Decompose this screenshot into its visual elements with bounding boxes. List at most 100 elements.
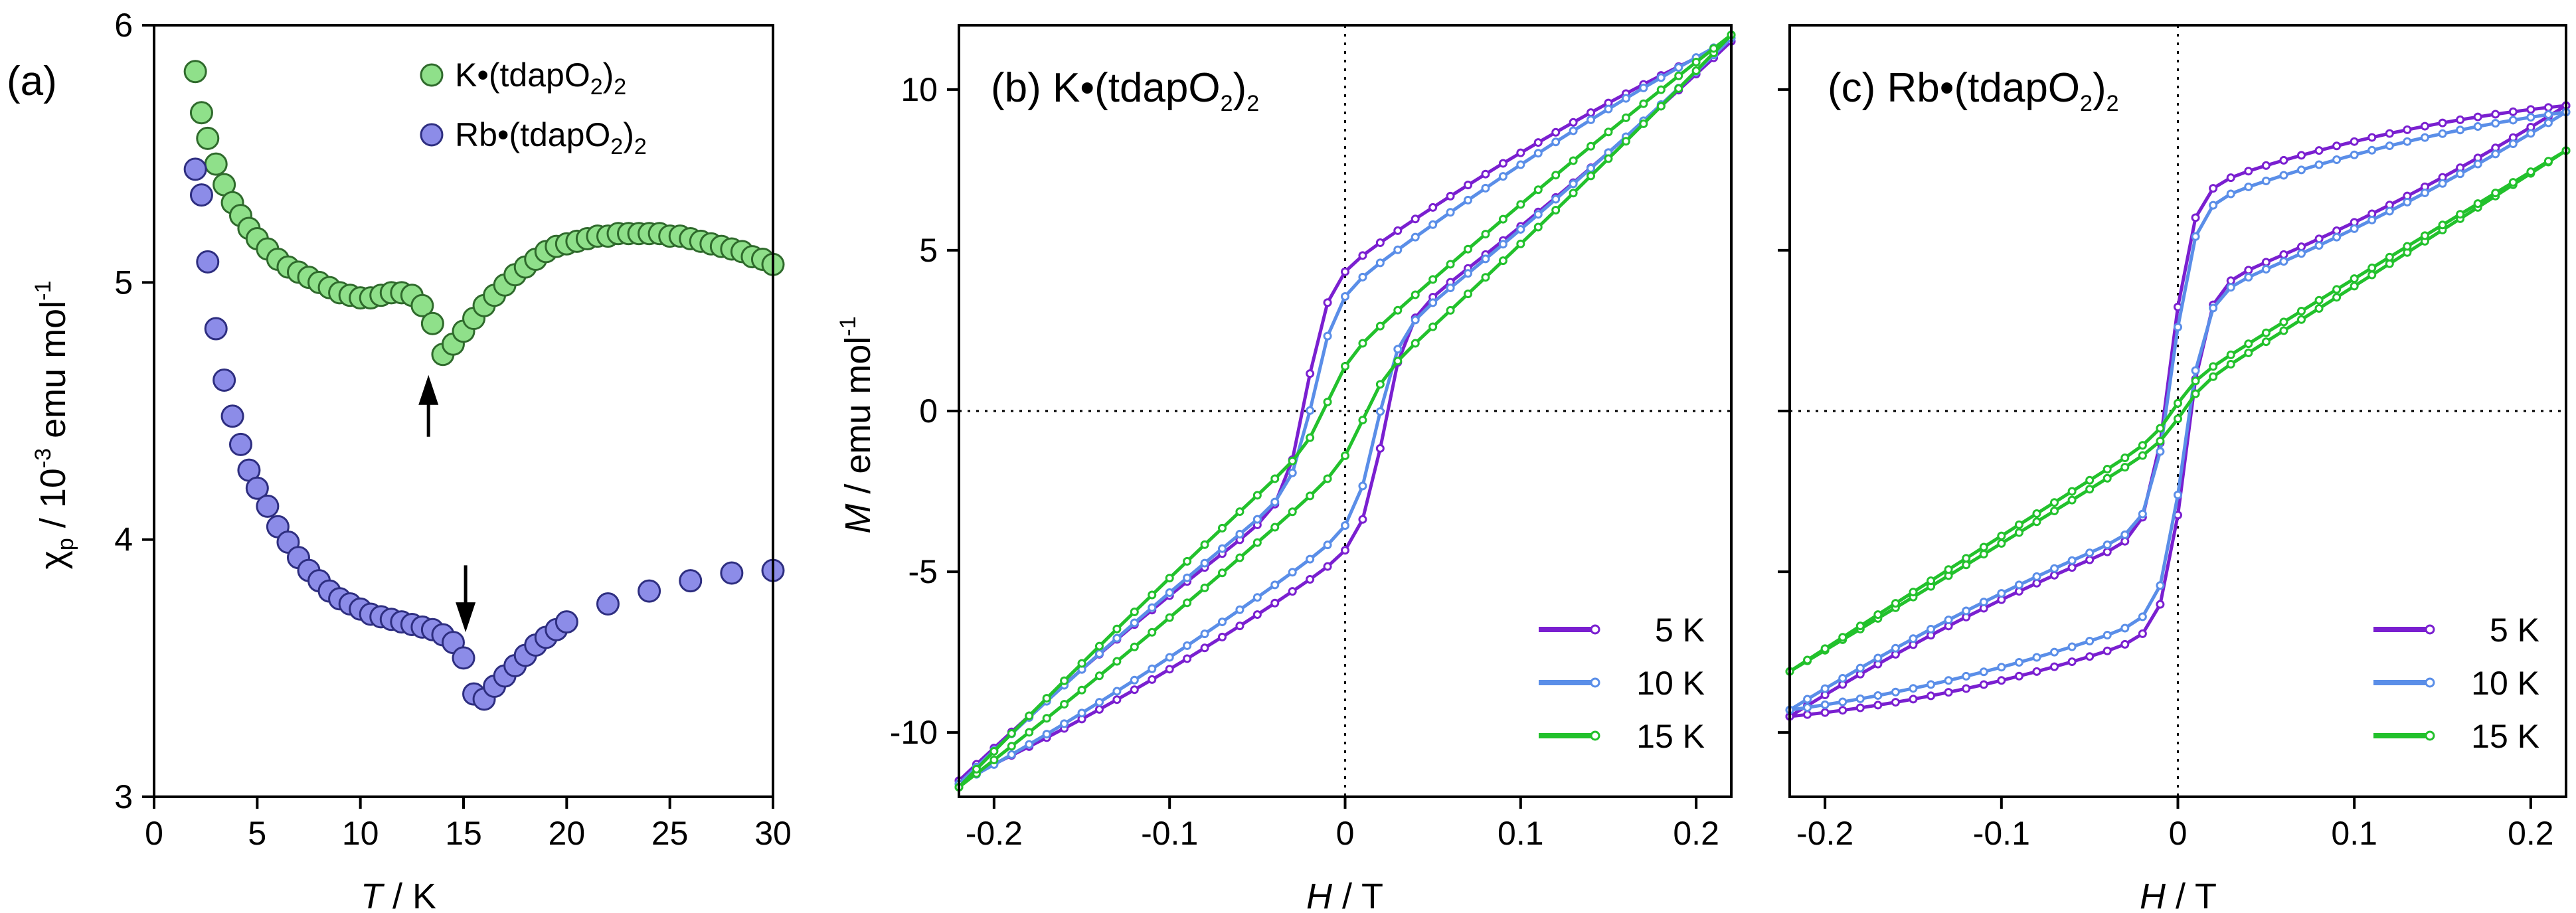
series-point [2067,563,2077,572]
series-point [2314,304,2324,313]
series-point [1446,260,1455,269]
series-point [2156,424,2165,433]
panel-c-marks [1785,101,2571,721]
series-point [1183,654,1192,663]
series-point [2085,652,2095,661]
series-point [1709,44,1719,53]
k-data-point [189,101,213,125]
series-point [2226,173,2235,183]
legend-marker [1590,624,1600,635]
series-point [2103,465,2112,474]
series-point [1112,687,1122,696]
series-point [1094,649,1104,659]
series-point [2050,498,2059,507]
series-point [1165,665,1174,674]
series-point [2244,339,2253,349]
legend-marker [1590,730,1600,741]
series-point [2120,639,2130,649]
series-point [2420,122,2429,131]
series-point [2261,328,2271,337]
series-point [2156,447,2165,456]
series-point [2332,141,2342,151]
series-point [1375,258,1385,268]
series-point [1060,676,1069,685]
series-point [1997,589,2006,598]
series-point [1873,610,1883,620]
series-point [2261,337,2271,347]
series-point [1306,433,1315,442]
series-point [1674,71,1683,80]
series-point [1007,750,1016,759]
series-point [1025,728,1034,737]
series-point [2014,580,2023,590]
series-point [2279,250,2288,259]
series-point [2350,224,2359,233]
panel-c-xlabel: H / T [2140,876,2217,913]
series-point [2332,293,2342,302]
series-point [1393,345,1403,354]
series-point [2279,155,2288,165]
series-point [1909,634,1918,643]
series-point [972,764,981,774]
series-point [1306,554,1315,564]
series-point [1288,507,1297,517]
series-point [1341,292,1349,301]
series-point [1446,305,1455,315]
series-point [1411,290,1420,299]
panel-c-guides [1790,25,2566,797]
rb-data-point [638,579,661,603]
series-point [1927,691,1936,701]
series-point [2473,199,2482,208]
series-point [1944,676,1953,685]
series-point [2385,252,2394,262]
series-point [2438,179,2447,188]
series-point [1252,593,1262,602]
series-point [1200,540,1209,549]
arrow-head [456,602,476,633]
series-point [1323,474,1332,483]
series-point [2156,581,2165,590]
legend-label: 10 K [2471,665,2539,702]
series-point [1979,542,1988,552]
series-point [1551,137,1561,147]
series-point [1341,521,1349,530]
series-point [1183,556,1192,566]
series-point [1252,610,1262,620]
series-point [1393,226,1403,235]
series-point [1288,456,1297,465]
series-point [2244,273,2253,282]
series-point [2138,612,2147,622]
panel-b-legend: 5 K 10 K 15 K [1539,612,1705,755]
rb-data-point [245,476,269,500]
legend-marker [2425,677,2435,688]
series-point [1270,497,1280,507]
series-point [2156,436,2165,446]
series-point [1927,680,1936,689]
x-tick-label: 0 [145,815,163,852]
series-point [2103,646,2112,655]
series-point [1498,240,1507,249]
series-point [1962,671,1971,681]
series-point [1873,701,1883,710]
series-point [1464,181,1473,190]
series-point [1446,284,1455,293]
legend-label: 5 K [2490,612,2539,649]
series-point [1533,222,1543,232]
series-point [2350,137,2359,146]
series-point [2314,241,2324,250]
panel-b: -0.2 -0.1 0 0.1 0.2 -10 -5 0 5 10 (b) K•(tdapO2)2… [835,24,1736,913]
rb-data-point [452,646,475,670]
y-tick-label: 10 [901,71,938,108]
series-point [2244,266,2253,275]
series-point [1411,315,1420,325]
series-point [2279,171,2288,180]
series-point [1962,554,1971,563]
series-point [1007,729,1016,738]
series-point [1533,185,1543,195]
series-point [1587,115,1596,124]
series-point [2279,257,2288,266]
series-point [2050,647,2059,657]
series-point [1077,659,1086,668]
legend-marker [2425,624,2435,635]
series-point [1428,275,1438,284]
